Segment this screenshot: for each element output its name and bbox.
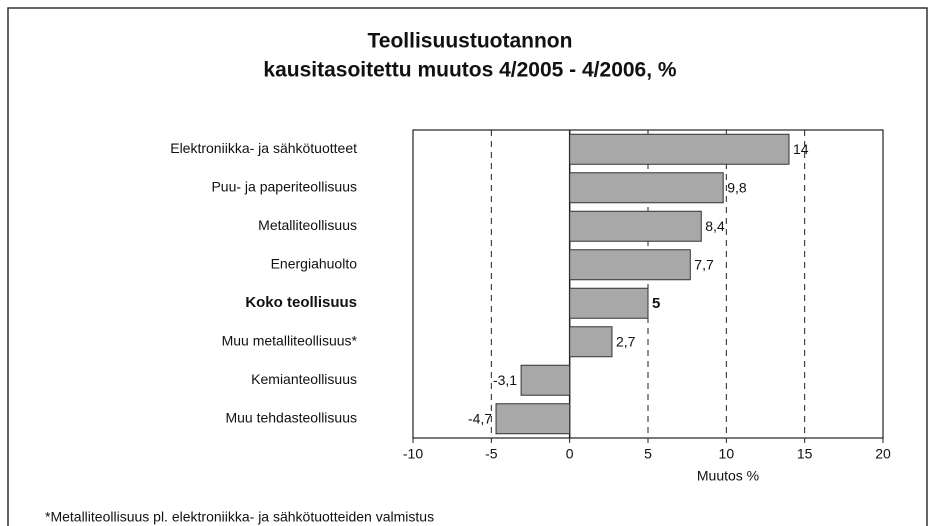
bar xyxy=(569,249,691,281)
data-label: 7,7 xyxy=(694,256,714,272)
bar xyxy=(569,133,790,165)
x-tick-label: -5 xyxy=(485,446,498,462)
chart-subtitle: kausitasoitettu muutos 4/2005 - 4/2006, … xyxy=(263,59,676,82)
y-tick-label: Elektroniikka- ja sähkötuotteet xyxy=(170,140,357,156)
x-tick-label: 0 xyxy=(566,446,574,462)
y-tick-label: Kemianteollisuus xyxy=(251,371,357,387)
x-tick-label: 10 xyxy=(719,446,735,462)
y-tick-label: Energiahuolto xyxy=(271,255,358,271)
x-tick-label: 20 xyxy=(875,446,891,462)
outer-frame xyxy=(7,7,928,526)
y-tick-label: Metalliteollisuus xyxy=(258,217,357,233)
x-tick-label: 15 xyxy=(797,446,813,462)
footnote: *Metalliteollisuus pl. elektroniikka- ja… xyxy=(45,509,434,525)
x-axis-label: Muutos % xyxy=(697,468,759,484)
y-tick-label: Koko teollisuus xyxy=(245,294,357,311)
y-tick-label: Muu metalliteollisuus* xyxy=(222,332,358,348)
x-tick-label: 5 xyxy=(644,446,652,462)
x-tick-label: -10 xyxy=(403,446,423,462)
bar xyxy=(569,287,649,319)
data-label: -4,7 xyxy=(468,410,492,426)
data-label: 14 xyxy=(793,141,809,157)
data-label: -3,1 xyxy=(493,372,517,388)
data-label: 2,7 xyxy=(616,333,636,349)
data-label: 9,8 xyxy=(727,179,747,195)
data-label: 8,4 xyxy=(705,218,725,234)
chart-title: Teollisuustuotannon xyxy=(368,30,573,53)
bar xyxy=(495,403,571,435)
y-tick-label: Puu- ja paperiteollisuus xyxy=(211,178,357,194)
bar xyxy=(569,172,724,204)
data-label: 5 xyxy=(652,295,660,312)
bar xyxy=(569,210,702,242)
bar xyxy=(520,364,571,396)
y-tick-label: Muu tehdasteollisuus xyxy=(225,409,357,425)
bar xyxy=(569,326,613,358)
